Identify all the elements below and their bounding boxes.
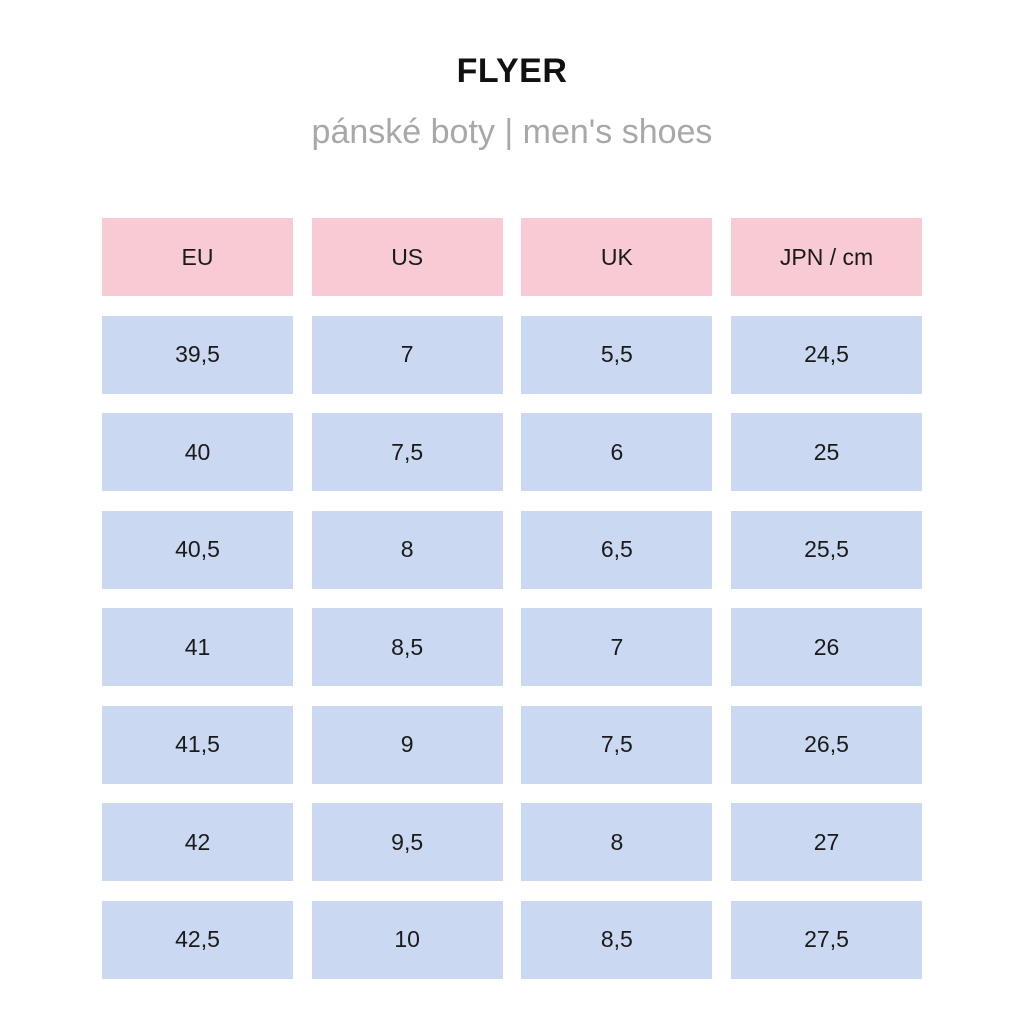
table-cell-uk: 7,5 [521,705,713,784]
table-cell-uk: 8,5 [521,900,713,979]
table-cell-uk: 8 [521,803,713,881]
table-cell-jpn: 25 [731,413,922,491]
table-cell-us: 8,5 [311,608,503,686]
table-row: 41,5 9 7,5 26,5 [102,705,922,784]
table-cell-us: 10 [311,900,503,979]
table-row: 42,5 10 8,5 27,5 [102,900,922,979]
table-cell-uk: 7 [521,608,713,686]
page-subtitle: pánské boty | men's shoes [311,113,713,151]
table-cell-us: 7,5 [311,413,503,491]
table-cell-jpn: 27,5 [731,900,922,979]
table-cell-eu: 40 [102,413,293,491]
table-cell-jpn: 25,5 [731,510,922,589]
column-header-us: US [311,218,503,296]
table-row: 40,5 8 6,5 25,5 [102,510,922,589]
table-cell-jpn: 24,5 [731,315,922,394]
table-cell-jpn: 26,5 [731,705,922,784]
table-cell-jpn: 26 [731,608,922,686]
table-row: 40 7,5 6 25 [102,413,922,491]
table-row: 42 9,5 8 27 [102,803,922,881]
table-cell-uk: 6,5 [521,510,713,589]
table-cell-eu: 42 [102,803,293,881]
table-header-row: EU US UK JPN / cm [102,218,922,296]
table-cell-jpn: 27 [731,803,922,881]
size-table: EU US UK JPN / cm 39,5 7 5,5 24,5 40 7,5… [102,218,922,979]
page-title: FLYER [456,52,568,90]
table-cell-eu: 39,5 [102,315,293,394]
table-cell-uk: 6 [521,413,713,491]
column-header-jpn: JPN / cm [731,218,922,296]
table-row: 39,5 7 5,5 24,5 [102,315,922,394]
table-cell-eu: 41 [102,608,293,686]
table-row: 41 8,5 7 26 [102,608,922,686]
table-cell-uk: 5,5 [521,315,713,394]
table-cell-eu: 42,5 [102,900,293,979]
table-cell-eu: 41,5 [102,705,293,784]
table-cell-us: 9 [311,705,503,784]
table-cell-eu: 40,5 [102,510,293,589]
column-header-eu: EU [102,218,293,296]
table-cell-us: 9,5 [311,803,503,881]
table-cell-us: 7 [311,315,503,394]
table-cell-us: 8 [311,510,503,589]
column-header-uk: UK [521,218,713,296]
